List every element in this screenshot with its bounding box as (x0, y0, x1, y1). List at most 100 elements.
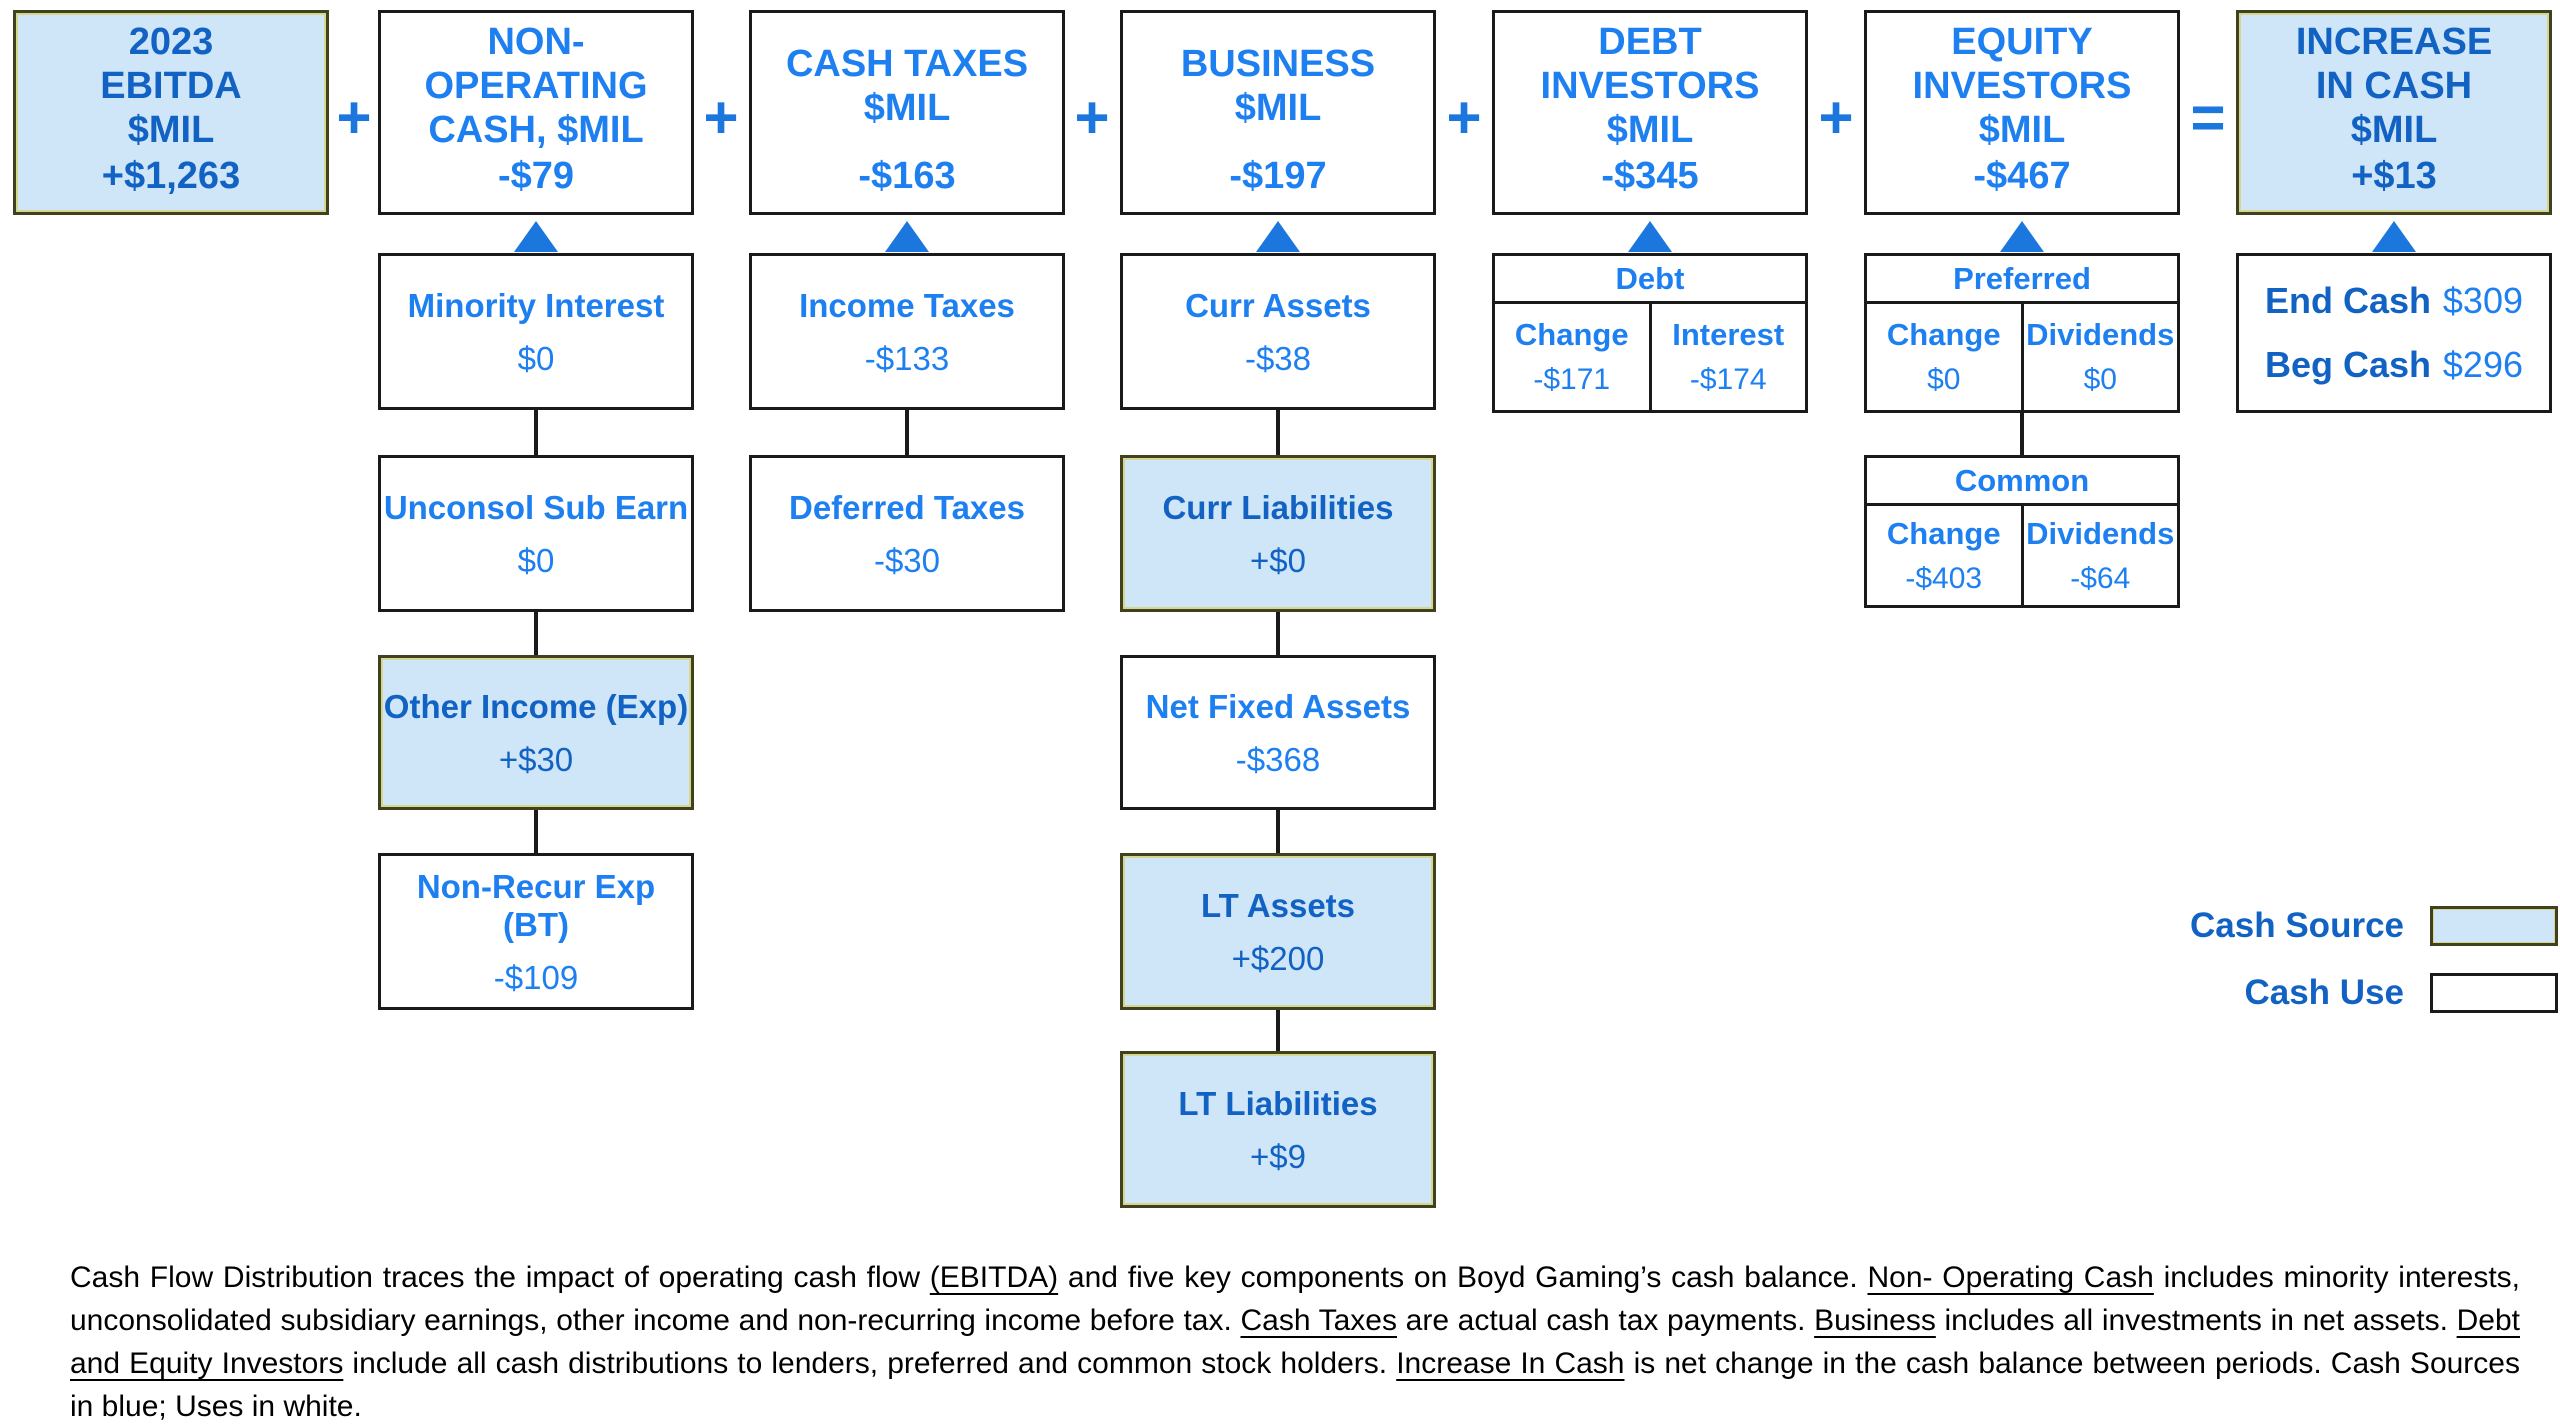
title-line: NON- (487, 20, 585, 63)
box-lt-assets: LT Assets +$200 (1120, 853, 1436, 1010)
top-box-cash-taxes: CASH TAXES $MIL -$163 (749, 10, 1065, 215)
connector-line (1276, 612, 1280, 655)
up-arrow-icon (514, 221, 558, 252)
plus-operator: + (1446, 84, 1482, 151)
plus-operator: + (336, 84, 372, 151)
box-label: Income Taxes (799, 286, 1015, 324)
connector-line (1276, 810, 1280, 853)
box-minority-interest: Minority Interest $0 (378, 253, 694, 410)
top-box-debt-investors: DEBT INVESTORS $MIL -$345 (1492, 10, 1808, 215)
footnote-term-non-operating-cash: Non- Operating Cash (1867, 1261, 2154, 1294)
up-arrow-icon (1256, 221, 1300, 252)
footnote-term-debt-and-equity-investors: Debt and Equity Investors (70, 1304, 2520, 1380)
row-label: Beg Cash (2265, 344, 2432, 385)
connector-line (1276, 410, 1280, 455)
box-value: $0 (517, 339, 555, 377)
title-line: $MIL (1234, 86, 1322, 129)
footnote-text: are actual cash tax payments. (1397, 1304, 1815, 1337)
top-box-non-operating-cash: NON- OPERATING CASH, $MIL -$79 (378, 10, 694, 215)
box-label: Non-Recur Exp (BT) (416, 867, 656, 943)
title-line: INCREASE (2295, 20, 2493, 63)
footnote-term-cash-taxes: Cash Taxes (1240, 1304, 1397, 1337)
legend-cash-source: Cash Source (2190, 903, 2558, 949)
legend-label: Cash Use (2244, 973, 2404, 1012)
title-line: CASH, $MIL (428, 108, 644, 151)
cell-value: -$174 (1689, 363, 1767, 396)
box-label: Unconsol Sub Earn (383, 488, 689, 526)
common-table-body: Change -$403 Dividends -$64 (1867, 506, 2177, 605)
plus-operator: + (703, 84, 739, 151)
top-box-ebitda-value: +$1,263 (101, 155, 241, 197)
title-line: $MIL (1978, 108, 2066, 151)
up-arrow-icon (2372, 221, 2416, 252)
column-header: Interest (1672, 317, 1785, 352)
top-box-equity-investors-value: -$467 (1973, 155, 2071, 197)
box-curr-liabilities: Curr Liabilities +$0 (1120, 455, 1436, 612)
preferred-dividends-cell: Dividends $0 (2020, 304, 2178, 410)
top-box-equity-investors-title: EQUITY INVESTORS $MIL (1867, 17, 2177, 154)
top-box-business-value: -$197 (1229, 155, 1327, 197)
connector-line (534, 410, 538, 455)
cell-value: $0 (1927, 363, 1961, 396)
connector-line (534, 810, 538, 853)
box-other-income-exp: Other Income (Exp) +$30 (378, 655, 694, 810)
top-box-increase-in-cash-value: +$13 (2351, 155, 2437, 197)
box-net-fixed-assets: Net Fixed Assets -$368 (1120, 655, 1436, 810)
box-label: Other Income (Exp) (383, 687, 689, 725)
box-value: -$368 (1235, 740, 1321, 778)
top-box-equity-investors: EQUITY INVESTORS $MIL -$467 (1864, 10, 2180, 215)
box-value: -$30 (873, 541, 941, 579)
title-line: OPERATING (424, 64, 648, 107)
title-line: CASH TAXES (785, 42, 1029, 85)
box-value: -$133 (864, 339, 950, 377)
box-value: -$109 (493, 958, 579, 996)
legend-cash-use: Cash Use (2244, 970, 2558, 1016)
title-line: 2023 (128, 20, 214, 63)
cash-summary-box: End Cash $309 Beg Cash $296 (2236, 253, 2552, 413)
up-arrow-icon (2000, 221, 2044, 252)
cash-source-swatch (2430, 906, 2558, 946)
preferred-change-cell: Change $0 (1867, 304, 2021, 410)
up-arrow-icon (885, 221, 929, 252)
column-header: Change (1886, 317, 2001, 352)
footnote-paragraph: Cash Flow Distribution traces the impact… (70, 1256, 2520, 1428)
box-value: -$38 (1244, 339, 1312, 377)
box-non-recur-exp-bt: Non-Recur Exp (BT) -$109 (378, 853, 694, 1010)
legend-label: Cash Source (2190, 906, 2404, 945)
title-line: INVESTORS (1912, 64, 2132, 107)
top-box-cash-taxes-value: -$163 (858, 155, 956, 197)
row-label: End Cash (2265, 280, 2432, 321)
title-line: EBITDA (100, 64, 242, 107)
top-box-business: BUSINESS $MIL -$197 (1120, 10, 1436, 215)
footnote-text: includes minority interests, unconsolida… (70, 1261, 2520, 1337)
box-label: LT Assets (1200, 886, 1356, 924)
plus-operator: + (1818, 84, 1854, 151)
cell-value: -$64 (2070, 561, 2131, 595)
preferred-table: Preferred Change $0 Dividends $0 (1864, 253, 2180, 413)
connector-line (905, 410, 909, 455)
common-dividends-cell: Dividends -$64 (2020, 506, 2178, 605)
debt-table-title: Debt (1495, 256, 1805, 304)
box-value: +$30 (498, 740, 574, 778)
title-line: INVESTORS (1540, 64, 1760, 107)
connector-line (2020, 413, 2024, 455)
box-label: Curr Liabilities (1162, 488, 1394, 526)
title-line: $MIL (1606, 108, 1694, 151)
box-unconsol-sub-earn: Unconsol Sub Earn $0 (378, 455, 694, 612)
top-box-non-operating-title: NON- OPERATING CASH, $MIL (381, 17, 691, 154)
preferred-table-body: Change $0 Dividends $0 (1867, 304, 2177, 410)
top-box-increase-in-cash: INCREASE IN CASH $MIL +$13 (2236, 10, 2552, 215)
top-box-cash-taxes-title: CASH TAXES $MIL (752, 17, 1062, 154)
equals-operator: = (2190, 84, 2226, 151)
title-line: $MIL (127, 108, 215, 151)
column-header: Dividends (2026, 515, 2175, 551)
footnote-text: includes all investments in net assets. (1935, 1304, 2457, 1337)
box-label: Curr Assets (1185, 286, 1371, 324)
debt-change-cell: Change -$171 (1495, 304, 1649, 410)
title-line: $MIL (2350, 108, 2438, 151)
footnote-term-increase-in-cash: Increase In Cash (1396, 1347, 1625, 1380)
debt-interest-cell: Interest -$174 (1648, 304, 1806, 410)
box-value: +$0 (1250, 541, 1306, 579)
row-value: $309 (2442, 280, 2523, 321)
box-label: LT Liabilities (1178, 1084, 1378, 1122)
